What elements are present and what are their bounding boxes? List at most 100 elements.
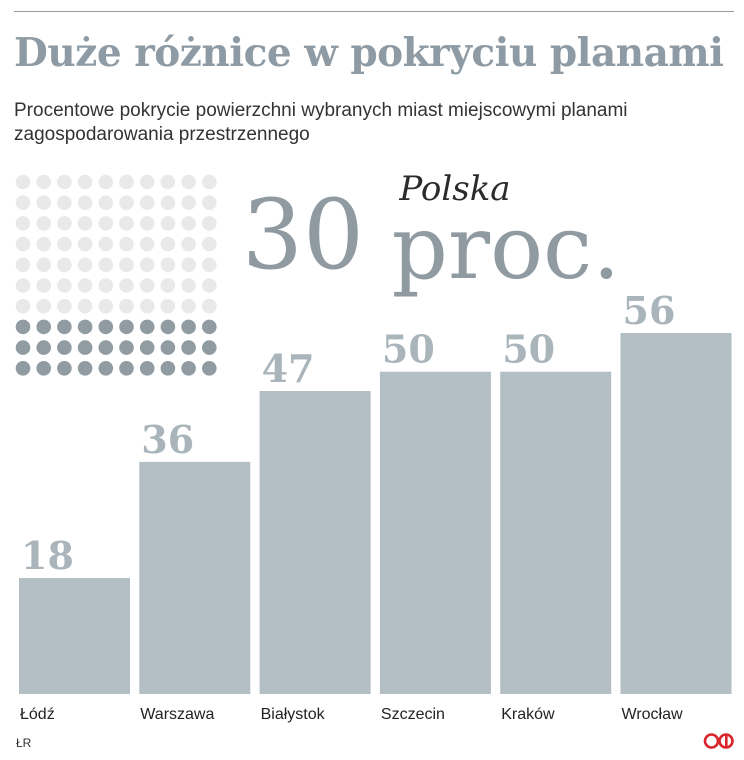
dot-empty xyxy=(181,257,196,273)
author-credit: ŁR xyxy=(16,736,32,750)
dot-empty xyxy=(57,298,72,314)
dot-empty xyxy=(202,216,217,231)
dot-empty xyxy=(77,195,93,210)
dot-empty xyxy=(139,278,155,293)
dot-empty xyxy=(181,216,196,231)
dot-empty xyxy=(77,236,93,252)
dot-empty xyxy=(57,195,72,210)
dot-empty xyxy=(98,236,114,252)
chart-subtitle: Procentowe pokrycie powierzchni wybranyc… xyxy=(14,100,628,145)
dot-empty xyxy=(139,236,155,252)
bar-value-label: 47 xyxy=(262,346,315,391)
dot-filled xyxy=(202,361,217,376)
dot-filled xyxy=(77,319,93,335)
bar xyxy=(139,461,251,694)
bar-value-label: 50 xyxy=(502,327,555,372)
dot-filled xyxy=(202,340,217,355)
dot-filled xyxy=(15,319,31,335)
dot-empty xyxy=(36,216,51,231)
dot-empty xyxy=(98,278,114,293)
dot-empty xyxy=(181,298,196,314)
dot-filled xyxy=(98,319,114,335)
dot-filled xyxy=(36,340,51,355)
dot-empty xyxy=(119,195,134,210)
dot-empty xyxy=(57,174,72,190)
dot-empty xyxy=(77,278,93,293)
percent-dot-grid xyxy=(15,174,217,376)
dot-empty xyxy=(119,236,134,252)
dot-empty xyxy=(15,298,31,314)
pap-logo xyxy=(703,733,734,749)
dot-filled xyxy=(15,340,31,355)
bar xyxy=(620,333,732,694)
dot-empty xyxy=(160,174,176,190)
dot-filled xyxy=(98,361,114,376)
top-rule xyxy=(14,11,734,12)
bars-group: 18 Łódź 36 Warszawa 47 Białystok 50 Szczecin 50 K… xyxy=(19,288,732,723)
bar-value-label: 36 xyxy=(141,417,194,462)
dot-empty xyxy=(15,257,31,273)
dot-empty xyxy=(57,257,72,273)
dot-empty xyxy=(181,174,196,190)
dot-empty xyxy=(36,174,51,190)
category-label: Kraków xyxy=(501,706,555,723)
dot-empty xyxy=(57,216,72,231)
dot-empty xyxy=(139,257,155,273)
dot-empty xyxy=(139,195,155,210)
dot-empty xyxy=(15,216,31,231)
poland-unit: proc. xyxy=(392,196,621,299)
dot-empty xyxy=(160,278,176,293)
dot-empty xyxy=(181,236,196,252)
dot-filled xyxy=(139,361,155,376)
dot-empty xyxy=(98,174,114,190)
dot-empty xyxy=(181,278,196,293)
dot-empty xyxy=(202,236,217,252)
bar xyxy=(259,391,371,694)
dot-empty xyxy=(160,236,176,252)
dot-empty xyxy=(98,195,114,210)
category-label: Łódź xyxy=(20,706,55,723)
dot-empty xyxy=(15,278,31,293)
dot-empty xyxy=(98,298,114,314)
dot-filled xyxy=(77,361,93,376)
bar-value-label: 56 xyxy=(623,288,676,333)
dot-empty xyxy=(202,257,217,273)
dot-filled xyxy=(139,319,155,335)
dot-empty xyxy=(77,298,93,314)
dot-empty xyxy=(57,278,72,293)
dot-empty xyxy=(77,216,93,231)
dot-filled xyxy=(15,361,31,376)
dot-empty xyxy=(98,257,114,273)
dot-empty xyxy=(77,257,93,273)
chart-title: Duże różnice w pokryciu planami xyxy=(14,30,724,76)
dot-empty xyxy=(36,236,51,252)
category-label: Wrocław xyxy=(622,706,683,723)
dot-empty xyxy=(36,195,51,210)
dot-empty xyxy=(15,195,31,210)
dot-filled xyxy=(181,361,196,376)
dot-empty xyxy=(160,257,176,273)
bar-value-label: 50 xyxy=(382,327,435,372)
bar xyxy=(500,371,612,694)
category-label: Warszawa xyxy=(140,706,214,723)
bar xyxy=(19,578,130,694)
dot-empty xyxy=(181,195,196,210)
dot-filled xyxy=(160,340,176,355)
poland-label: Polska xyxy=(398,169,510,209)
dot-filled xyxy=(77,340,93,355)
dot-empty xyxy=(98,216,114,231)
dot-empty xyxy=(160,216,176,231)
dot-empty xyxy=(36,298,51,314)
dot-filled xyxy=(36,319,51,335)
dot-filled xyxy=(160,319,176,335)
dot-empty xyxy=(15,236,31,252)
dot-filled xyxy=(181,319,196,335)
dot-empty xyxy=(160,298,176,314)
dot-empty xyxy=(77,174,93,190)
dot-empty xyxy=(139,298,155,314)
bar xyxy=(379,371,491,694)
dot-filled xyxy=(98,340,114,355)
dot-filled xyxy=(119,340,134,355)
dot-empty xyxy=(119,278,134,293)
